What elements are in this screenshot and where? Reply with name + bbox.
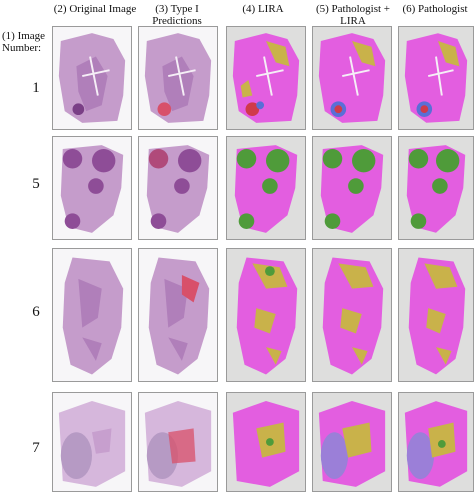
row-number-5: 5 <box>32 176 40 192</box>
row6-pathologist <box>398 248 474 382</box>
row7-type1-predictions <box>138 392 218 492</box>
header-pathologist-lira: (5) Pathologist + LIRA <box>315 3 391 27</box>
row6-type1-predictions <box>138 248 218 382</box>
row6-lira <box>226 248 306 382</box>
row5-type1-predictions <box>138 136 218 240</box>
header-type1-predictions: (3) Type I Predictions <box>152 3 202 27</box>
row5-pathologist <box>398 136 474 240</box>
row7-lira <box>226 392 306 492</box>
row6-pathologist-lira <box>312 248 392 382</box>
row5-lira <box>226 136 306 240</box>
row-number-7: 7 <box>32 440 40 456</box>
header-original-image: (2) Original Image <box>53 3 137 15</box>
row7-pathologist-lira <box>312 392 392 492</box>
row7-pathologist <box>398 392 474 492</box>
row1-lira <box>226 26 306 130</box>
row7-original-image <box>52 392 132 492</box>
row1-type1-predictions <box>138 26 218 130</box>
row-label-title: (1) Image Number: <box>2 30 46 54</box>
row1-pathologist-lira <box>312 26 392 130</box>
row1-original-image <box>52 26 132 130</box>
row1-pathologist <box>398 26 474 130</box>
row-number-1: 1 <box>32 80 40 96</box>
header-pathologist: (6) Pathologist <box>402 3 468 15</box>
row5-pathologist-lira <box>312 136 392 240</box>
row5-original-image <box>52 136 132 240</box>
row6-original-image <box>52 248 132 382</box>
row-number-6: 6 <box>32 304 40 320</box>
header-lira: (4) LIRA <box>242 3 284 15</box>
